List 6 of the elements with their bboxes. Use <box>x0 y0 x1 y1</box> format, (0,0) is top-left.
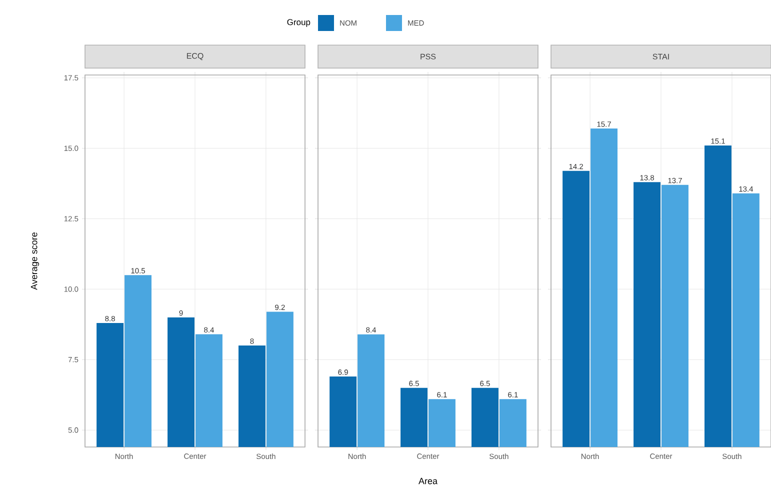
y-axis-title: Average score <box>30 232 40 290</box>
chart-title: STAI <box>652 54 669 60</box>
chart-title: ECQ <box>186 53 204 60</box>
x-axis-title: Area <box>418 478 438 484</box>
chart-title: PSS <box>420 54 436 60</box>
legend-title: Group <box>287 19 310 27</box>
